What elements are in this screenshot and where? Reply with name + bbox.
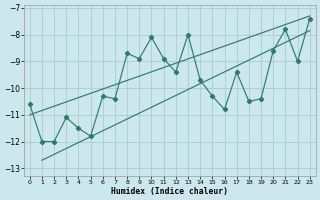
X-axis label: Humidex (Indice chaleur): Humidex (Indice chaleur) — [111, 187, 228, 196]
